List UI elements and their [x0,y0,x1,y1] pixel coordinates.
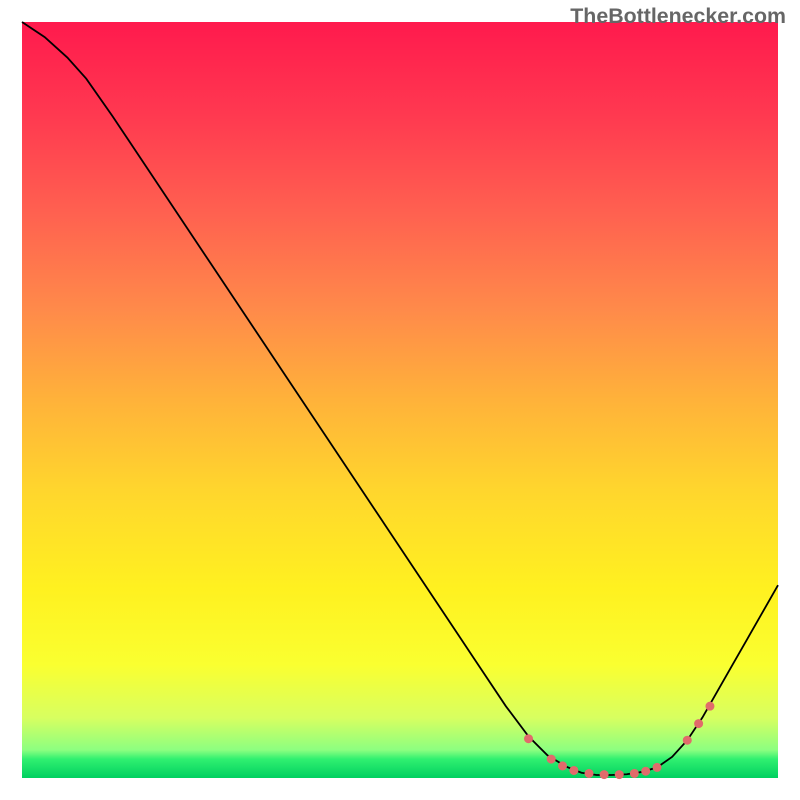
marker-point [558,761,567,770]
marker-point [653,763,662,772]
plot-area [22,22,778,778]
marker-point [547,755,556,764]
marker-point [641,767,650,776]
marker-point [694,719,703,728]
curve-markers [524,702,714,779]
marker-point [585,769,594,778]
attribution-label: TheBottlenecker.com [570,4,786,29]
marker-point [569,766,578,775]
marker-point [683,736,692,745]
marker-point [600,770,609,779]
plot-overlay [22,22,778,778]
marker-point [705,702,714,711]
marker-point [524,734,533,743]
chart-container: TheBottlenecker.com [0,0,800,800]
bottleneck-curve [22,22,778,775]
marker-point [615,770,624,779]
marker-point [630,769,639,778]
